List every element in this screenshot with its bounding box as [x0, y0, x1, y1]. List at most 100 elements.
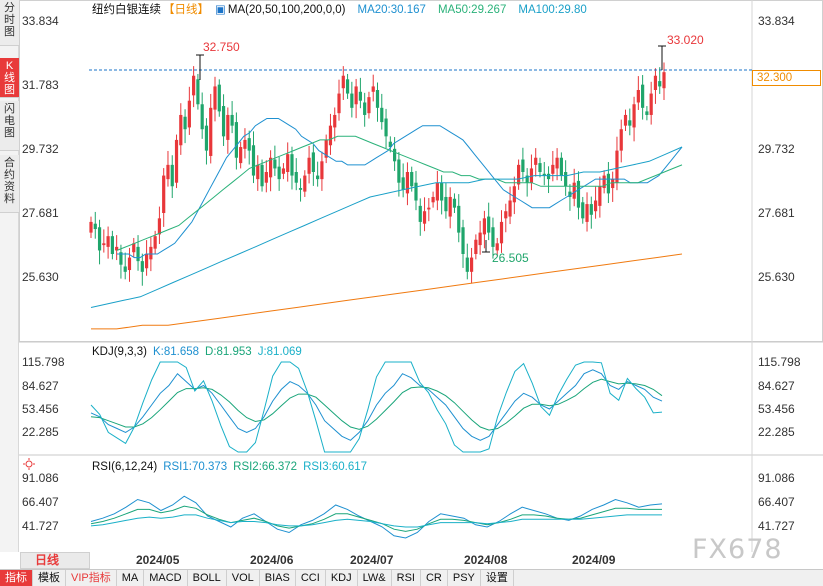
candle-body: [461, 227, 465, 254]
rsi1-value: RSI1:70.373: [163, 461, 228, 473]
candle-body: [632, 104, 636, 128]
candle-body: [444, 196, 448, 212]
ma50-line: [116, 135, 683, 251]
candle-body: [307, 157, 311, 174]
toolbar-item-kdj[interactable]: KDJ: [326, 570, 358, 586]
y-tick-right: 27.681: [758, 206, 795, 220]
tab-flash[interactable]: 闪电图: [0, 101, 19, 151]
candle-body: [568, 191, 572, 197]
kdj-y-tick-left: 53.456: [22, 402, 59, 416]
candle-body: [401, 177, 405, 190]
tab-intraday[interactable]: 分时图: [0, 0, 19, 46]
candle-body: [619, 129, 623, 151]
toolbar-item-[interactable]: 模板: [33, 570, 66, 586]
candle-body: [277, 166, 281, 180]
candle-body: [260, 164, 264, 187]
y-tick-left: 27.681: [22, 206, 59, 220]
chart-canvas[interactable]: [19, 0, 823, 552]
candle-body: [525, 175, 529, 183]
candle-body: [132, 243, 136, 253]
candle-body: [153, 236, 157, 249]
candle-body: [576, 180, 581, 208]
candle-body: [499, 221, 504, 244]
rsi-y-tick-left: 91.086: [22, 471, 59, 485]
kdj-j-line: [90, 361, 663, 453]
candle-body: [170, 164, 174, 187]
kdj-name[interactable]: KDJ(9,3,3): [92, 346, 147, 358]
candle-body: [239, 147, 243, 164]
rsi-y-tick-right: 66.407: [758, 495, 795, 509]
kdj-j-value: J:81.069: [257, 346, 302, 358]
candle-body: [217, 84, 221, 112]
candle-body: [512, 186, 516, 203]
toolbar-item-cr[interactable]: CR: [421, 570, 448, 586]
candle-body: [303, 175, 307, 192]
toolbar-item-[interactable]: 设置: [481, 570, 514, 586]
candle-body: [469, 257, 474, 272]
candle-body: [414, 182, 418, 201]
candle-body: [268, 157, 273, 178]
toolbar-item-boll[interactable]: BOLL: [188, 570, 227, 586]
kdj-y-tick-right: 53.456: [758, 402, 795, 416]
toolbar-item-cci[interactable]: CCI: [296, 570, 326, 586]
ma200-line: [91, 253, 683, 330]
candle-body: [435, 182, 439, 201]
instrument-title: 纽约白银连续: [92, 4, 161, 16]
prev-high-price-label: 32.750: [203, 40, 240, 54]
toolbar-item-[interactable]: 指标: [0, 570, 33, 586]
y-tick-left: 25.630: [22, 270, 59, 284]
candle-body: [337, 93, 341, 114]
candle-body: [162, 175, 166, 213]
candle-body: [534, 157, 538, 165]
kdj-k-line: [90, 369, 663, 441]
ma100-line: [90, 146, 683, 308]
candle-body: [226, 114, 230, 140]
x-tick-label: 2024/07: [350, 553, 394, 567]
candle-body: [110, 236, 114, 254]
candle-body: [221, 106, 226, 137]
candle-body: [354, 86, 358, 105]
toolbar-item-vol[interactable]: VOL: [227, 570, 260, 586]
candle-body: [149, 246, 153, 260]
kdj-y-tick-left: 84.627: [22, 379, 59, 393]
candle-body: [174, 139, 179, 183]
toolbar-item-psy[interactable]: PSY: [448, 570, 481, 586]
candle-body: [341, 75, 345, 89]
y-tick-right: 25.630: [758, 270, 795, 284]
candle-body: [363, 102, 367, 115]
candle-body: [115, 246, 119, 251]
candle-body: [350, 93, 354, 108]
candle-body: [316, 175, 320, 180]
toolbar-item-lw[interactable]: LW&: [358, 570, 392, 586]
candle-body: [251, 145, 256, 176]
candle-body: [204, 125, 209, 151]
main-chart-header: 纽约白银连续 【日线】 ▣ MA(20,50,100,200,0,0) MA20:30.…: [92, 2, 593, 18]
high-price-label: 33.020: [667, 33, 704, 47]
toolbar-item-macd[interactable]: MACD: [144, 570, 188, 586]
candle-body: [628, 120, 632, 126]
candle-body: [457, 205, 461, 233]
ma-settings-icon[interactable]: ▣: [215, 4, 226, 16]
kdj-d-value: D:81.953: [205, 346, 252, 358]
rsi-name[interactable]: RSI(6,12,24): [92, 461, 158, 473]
period-tag[interactable]: 【日线】: [163, 4, 209, 16]
candle-body: [324, 139, 328, 158]
candle-body: [517, 164, 521, 185]
toolbar-item-rsi[interactable]: RSI: [392, 570, 421, 586]
x-tick-label: 2024/05: [136, 553, 180, 567]
candle-body: [422, 211, 427, 224]
candle-body: [645, 111, 649, 115]
candle-body: [478, 232, 482, 246]
candle-body: [662, 72, 666, 89]
indicator-settings-icon[interactable]: [23, 458, 35, 470]
ma20-line: [117, 118, 683, 259]
candle-body: [127, 257, 132, 271]
period-button[interactable]: 日线: [20, 552, 90, 569]
toolbar-item-vip[interactable]: VIP指标: [66, 570, 117, 586]
toolbar-item-ma[interactable]: MA: [117, 570, 145, 586]
toolbar-item-bias[interactable]: BIAS: [260, 570, 296, 586]
rsi-y-tick-left: 66.407: [22, 495, 59, 509]
tab-contract-info[interactable]: 合约资料: [0, 155, 19, 213]
candle-body: [555, 157, 559, 169]
